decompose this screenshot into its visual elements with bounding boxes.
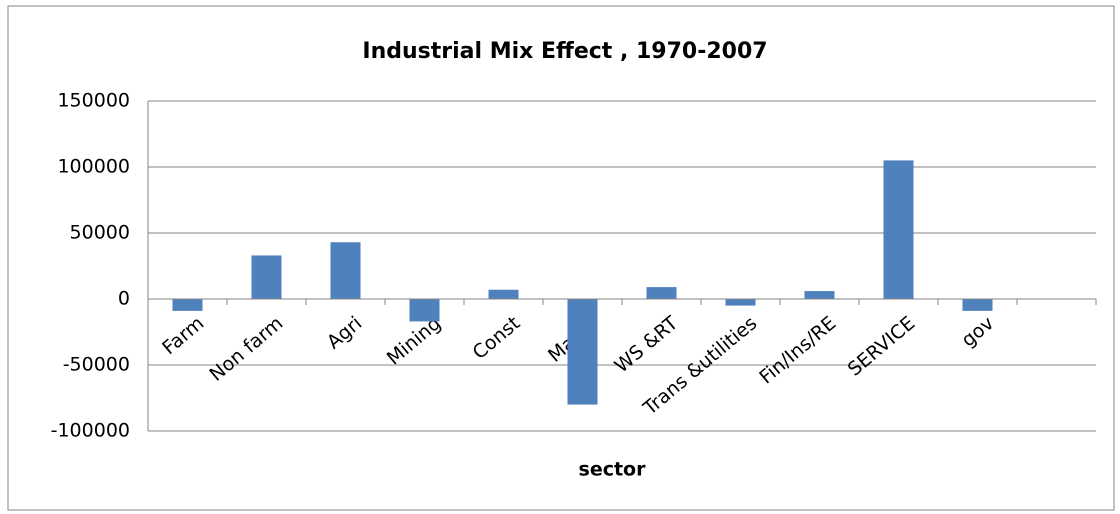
y-tick-label: 100000 <box>57 156 130 178</box>
bar <box>172 299 203 311</box>
bar <box>883 160 914 299</box>
bar <box>804 291 835 299</box>
y-tick-label: 50000 <box>70 222 130 244</box>
chart-title: Industrial Mix Effect , 1970-2007 <box>362 39 767 64</box>
bar <box>251 255 282 299</box>
y-tick-label: 0 <box>118 288 130 310</box>
bar <box>567 299 598 405</box>
bar <box>409 299 440 322</box>
y-tick-label: -100000 <box>51 420 130 442</box>
chart-border <box>7 5 1115 511</box>
bar <box>962 299 993 311</box>
x-axis-title: sector <box>579 459 647 481</box>
y-tick-label: -50000 <box>63 354 130 376</box>
y-tick-label: 150000 <box>57 90 130 112</box>
bar <box>330 242 361 299</box>
bar <box>725 299 756 306</box>
bar <box>488 289 519 299</box>
bar <box>646 287 677 299</box>
